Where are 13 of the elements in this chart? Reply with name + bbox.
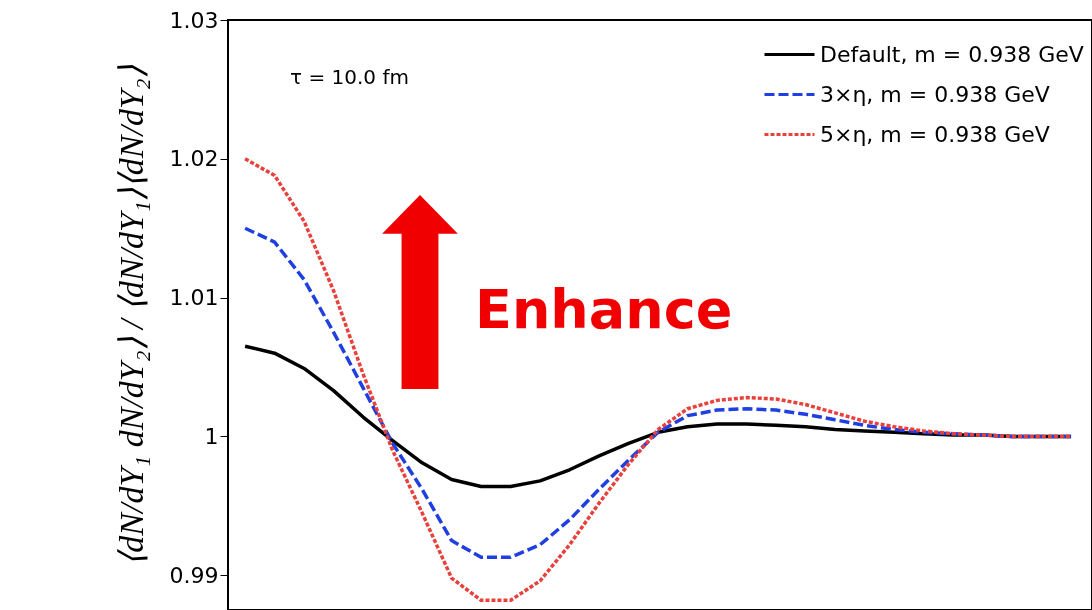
y-tick-label: 0.99 xyxy=(169,562,219,588)
y-tick-label: 1.01 xyxy=(169,285,219,311)
legend-label: 3×η, m = 0.938 GeV xyxy=(820,81,1050,107)
legend-label: Default, m = 0.938 GeV xyxy=(820,41,1084,67)
y-tick-label: 1.03 xyxy=(169,7,219,33)
annotation: Enhance xyxy=(475,278,733,341)
line-series xyxy=(243,226,1073,559)
legend-label: 5×η, m = 0.938 GeV xyxy=(820,121,1050,147)
line-series xyxy=(243,157,1073,603)
y-tick-label: 1 xyxy=(204,423,219,449)
y-tick-label: 1.02 xyxy=(169,146,219,172)
y-axis-title: ⟨dN/dY₁ dN/dY₂⟩ / ⟨dN/dY₁⟩⟨dN/dY₂⟩ xyxy=(112,65,150,566)
annotation: τ = 10.0 fm xyxy=(290,65,409,89)
